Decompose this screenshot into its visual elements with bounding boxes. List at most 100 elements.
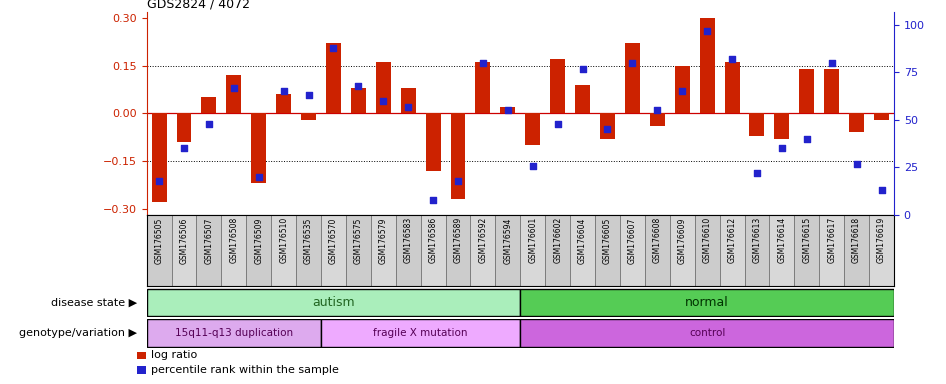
Bar [371, 215, 395, 286]
Bar [570, 215, 595, 286]
Point [401, 104, 416, 110]
Bar [520, 319, 894, 347]
Text: GSM176605: GSM176605 [603, 217, 612, 263]
Text: GSM176604: GSM176604 [578, 217, 587, 263]
Bar [850, 113, 864, 132]
Point [376, 98, 391, 104]
Bar [326, 43, 341, 113]
Text: GSM176601: GSM176601 [528, 217, 537, 263]
Point [325, 45, 341, 51]
Text: GSM176607: GSM176607 [628, 217, 637, 263]
Bar [401, 88, 415, 113]
Point [774, 146, 789, 152]
Text: GSM176509: GSM176509 [254, 217, 263, 263]
Point [476, 60, 491, 66]
Text: log ratio: log ratio [150, 350, 197, 360]
Bar [694, 215, 720, 286]
Text: GSM176610: GSM176610 [703, 217, 711, 263]
Bar [446, 215, 470, 286]
Bar [272, 215, 296, 286]
Text: GSM176615: GSM176615 [802, 217, 812, 263]
Text: GSM176618: GSM176618 [852, 217, 861, 263]
Point [874, 187, 889, 194]
Text: GSM176602: GSM176602 [553, 217, 562, 263]
Bar [197, 215, 221, 286]
Text: GSM176575: GSM176575 [354, 217, 363, 263]
Bar [645, 215, 670, 286]
Point [749, 170, 764, 176]
Point [725, 56, 740, 62]
Bar [795, 215, 819, 286]
Bar [421, 215, 446, 286]
Bar [346, 215, 371, 286]
Point [176, 146, 191, 152]
Bar [700, 18, 714, 113]
Point [699, 28, 715, 34]
Point [450, 178, 465, 184]
Bar [177, 113, 191, 142]
Bar [625, 43, 639, 113]
Text: genotype/variation ▶: genotype/variation ▶ [19, 328, 137, 338]
Point [550, 121, 565, 127]
Point [276, 88, 291, 94]
Text: GSM176535: GSM176535 [304, 217, 313, 263]
Bar [869, 215, 894, 286]
Bar [520, 289, 894, 316]
Bar [276, 94, 291, 113]
Bar [844, 215, 869, 286]
Bar [147, 319, 321, 347]
Bar [674, 66, 690, 113]
Point [850, 161, 865, 167]
Bar [246, 215, 272, 286]
Bar [769, 215, 795, 286]
Point [600, 126, 615, 132]
Text: GSM176506: GSM176506 [180, 217, 188, 263]
Text: GSM176583: GSM176583 [404, 217, 412, 263]
Bar [137, 351, 147, 359]
Text: GSM176594: GSM176594 [503, 217, 513, 263]
Bar [171, 215, 197, 286]
Bar [226, 75, 241, 113]
Bar [147, 289, 520, 316]
Text: GSM176586: GSM176586 [429, 217, 438, 263]
Point [500, 108, 516, 114]
Point [351, 83, 366, 89]
Bar [137, 366, 147, 374]
Point [525, 162, 540, 169]
Bar [376, 62, 391, 113]
Text: GSM176579: GSM176579 [378, 217, 388, 263]
Bar [595, 215, 620, 286]
Bar [670, 215, 694, 286]
Bar [301, 113, 316, 120]
Bar [720, 215, 745, 286]
Bar [525, 113, 540, 145]
Text: GSM176613: GSM176613 [752, 217, 762, 263]
Bar [496, 215, 520, 286]
Bar [819, 215, 844, 286]
Bar [201, 98, 217, 113]
Bar [874, 113, 889, 120]
Bar [395, 215, 421, 286]
Bar [500, 107, 516, 113]
Bar [551, 59, 565, 113]
Bar [620, 215, 645, 286]
Bar [426, 113, 441, 170]
Bar [147, 215, 171, 286]
Point [799, 136, 815, 142]
Text: GSM176589: GSM176589 [453, 217, 463, 263]
Text: GDS2824 / 4072: GDS2824 / 4072 [147, 0, 250, 10]
Point [650, 108, 665, 114]
Text: GSM176617: GSM176617 [827, 217, 836, 263]
Point [674, 88, 690, 94]
Text: GSM176612: GSM176612 [727, 217, 737, 263]
Point [624, 60, 639, 66]
Bar [799, 69, 815, 113]
Point [824, 60, 839, 66]
Text: GSM176570: GSM176570 [329, 217, 338, 263]
Bar [450, 113, 465, 199]
Text: GSM176608: GSM176608 [653, 217, 662, 263]
Text: GSM176609: GSM176609 [677, 217, 687, 263]
Bar [745, 215, 769, 286]
Bar [470, 215, 496, 286]
Bar [476, 62, 490, 113]
